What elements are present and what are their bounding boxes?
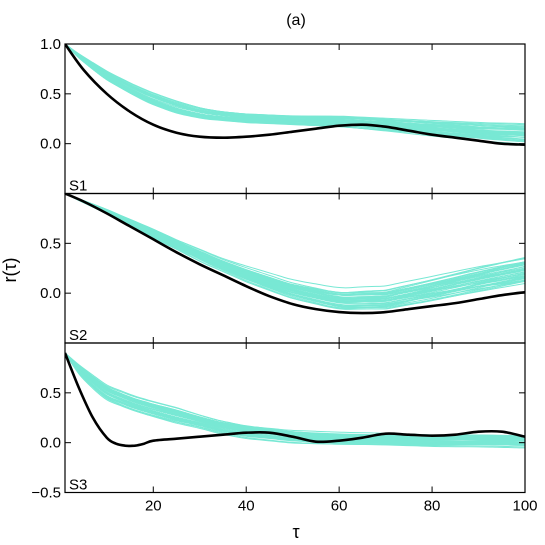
x-axis-title: τ bbox=[292, 522, 299, 542]
ensemble-line bbox=[65, 352, 525, 444]
panel-s2: 0.0 0.5 S2 bbox=[40, 192, 526, 344]
y-tick-label: 0.0 bbox=[40, 136, 61, 153]
figure-title: (a) bbox=[286, 12, 306, 29]
ensemble-line bbox=[65, 352, 525, 442]
ensemble-line bbox=[65, 352, 525, 444]
plot-area: 0.0 0.5 1.0 S1 0.0 0.5 S2 −0.5 0.0 0.5 20 40 60 80 100… bbox=[31, 36, 537, 515]
panel-lines bbox=[65, 193, 525, 315]
ensemble-line bbox=[65, 44, 525, 138]
y-tick-label: 1.0 bbox=[40, 36, 61, 53]
panel-label: S2 bbox=[69, 327, 87, 344]
panel-s3: −0.5 0.0 0.5 20 40 60 80 100 S3 bbox=[31, 342, 538, 515]
y-tick-label: 0.5 bbox=[40, 385, 61, 402]
ensemble-line bbox=[65, 352, 525, 438]
observed-line bbox=[65, 44, 525, 146]
panel-lines bbox=[65, 352, 525, 449]
ensemble-line bbox=[65, 193, 525, 295]
ensemble-line bbox=[65, 44, 525, 135]
panel-s1: 0.0 0.5 1.0 S1 bbox=[40, 36, 526, 195]
ensemble-line bbox=[65, 44, 525, 142]
observed-line bbox=[65, 193, 525, 315]
ensemble-line bbox=[65, 193, 525, 307]
ensemble-line bbox=[65, 352, 525, 437]
y-tick-label: 0.5 bbox=[40, 235, 61, 252]
panel-label: S1 bbox=[69, 178, 87, 195]
y-tick-label: −0.5 bbox=[31, 485, 61, 502]
y-tick-label: 0.5 bbox=[40, 86, 61, 103]
ensemble-line bbox=[65, 44, 525, 130]
panel-frame bbox=[64, 342, 526, 494]
x-tick-label: 100 bbox=[512, 498, 537, 515]
ensemble-line bbox=[65, 352, 525, 438]
y-tick-label: 0.0 bbox=[40, 435, 61, 452]
panel-label: S3 bbox=[69, 477, 87, 494]
y-tick-label: 0.0 bbox=[40, 285, 61, 302]
ensemble-line bbox=[65, 44, 525, 142]
ensemble-line bbox=[65, 352, 525, 443]
panel-frame bbox=[64, 192, 526, 344]
ensemble-line bbox=[65, 193, 525, 302]
ensemble-line bbox=[65, 193, 525, 296]
ensemble-line bbox=[65, 352, 525, 443]
ensemble-line bbox=[65, 44, 525, 131]
ensemble-line bbox=[65, 352, 525, 437]
ensemble-line bbox=[65, 352, 525, 438]
x-tick-label: 20 bbox=[145, 498, 162, 515]
observed-line bbox=[65, 352, 525, 448]
ensemble-line bbox=[65, 44, 525, 125]
ensemble-line bbox=[65, 352, 525, 440]
x-tick-label: 60 bbox=[331, 498, 348, 515]
y-axis-title: r(τ) bbox=[0, 257, 20, 282]
ensemble-line bbox=[65, 352, 525, 443]
ensemble-line bbox=[65, 44, 525, 128]
panel-lines bbox=[65, 44, 525, 146]
x-tick-label: 80 bbox=[424, 498, 441, 515]
ensemble-line bbox=[65, 193, 525, 301]
x-tick-label: 40 bbox=[238, 498, 255, 515]
